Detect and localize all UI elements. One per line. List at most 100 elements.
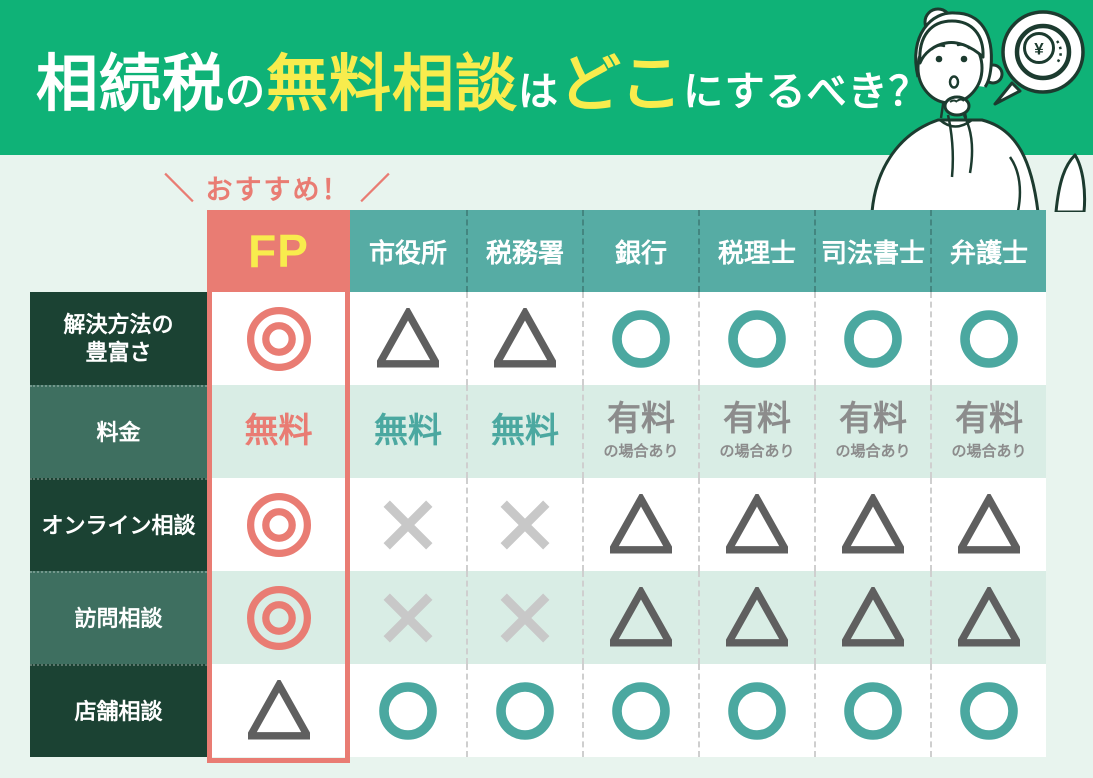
table-cell: 有料 の場合あり — [814, 385, 930, 478]
left-eye — [935, 55, 943, 63]
eyebrows — [930, 43, 971, 51]
title-segment: 相続税 — [36, 49, 226, 119]
circle-mark — [843, 681, 903, 741]
table-corner-spacer — [30, 210, 207, 292]
column-header-3: 税務署 — [466, 210, 582, 292]
table-cell — [814, 571, 930, 664]
title-segment: にするべき？ — [683, 69, 930, 114]
row-label-3: オンライン相談 — [30, 478, 207, 571]
page-title: 相続税の無料相談はどこにするべき？ — [0, 33, 930, 123]
circle-mark — [959, 681, 1019, 741]
triangle-mark — [377, 307, 439, 370]
triangle-mark — [726, 493, 788, 556]
column-header-6: 司法書士 — [814, 210, 930, 292]
triangle-mark — [494, 307, 556, 370]
table-cell — [582, 571, 698, 664]
cell-text: 有料 — [723, 399, 791, 438]
circle-mark — [611, 681, 671, 741]
svg-text:¥: ¥ — [1034, 40, 1044, 59]
circle-mark — [378, 681, 438, 741]
recommended-label: おすすめ！ — [205, 175, 351, 205]
column-header-2: 市役所 — [350, 210, 466, 292]
cell-subtext: の場合あり — [603, 443, 679, 461]
table-cell — [466, 664, 582, 757]
column-header-5: 税理士 — [698, 210, 814, 292]
table-cell — [350, 664, 466, 757]
hand — [943, 95, 971, 117]
recommended-slash-left: ＼ — [163, 173, 196, 206]
table-cell — [698, 571, 814, 664]
column-header-4: 銀行 — [582, 210, 698, 292]
speech-bubble: ¥ — [993, 10, 1085, 106]
double-circle-mark — [246, 492, 312, 558]
title-segment: どこ — [559, 49, 684, 119]
table-cell — [350, 571, 466, 664]
table-cell — [207, 292, 350, 385]
column-header-7: 弁護士 — [930, 210, 1046, 292]
triangle-mark — [610, 586, 672, 649]
table-cell — [698, 478, 814, 571]
cross-mark — [380, 590, 436, 646]
header-banner: 相続税の無料相談はどこにするべき？ — [0, 0, 1093, 155]
table-cell — [207, 571, 350, 664]
table-cell: 無料 — [207, 385, 350, 478]
table-cell: 無料 — [466, 385, 582, 478]
table-cell — [582, 664, 698, 757]
table-cell — [698, 292, 814, 385]
table-cell — [466, 292, 582, 385]
cross-mark — [380, 497, 436, 553]
table-cell — [930, 571, 1046, 664]
cell-text: 有料 — [607, 399, 675, 438]
right-eye — [960, 55, 968, 63]
table-cell — [582, 292, 698, 385]
table-cell: 有料 の場合あり — [582, 385, 698, 478]
circle-mark — [611, 309, 671, 369]
table-cell — [698, 664, 814, 757]
title-segment: は — [518, 69, 560, 114]
table-cell: 無料 — [350, 385, 466, 478]
thinking-person-illustration: ¥ — [870, 7, 1087, 212]
table-cell — [930, 664, 1046, 757]
triangle-mark — [958, 493, 1020, 556]
cell-text: 有料 — [955, 399, 1023, 438]
table-cell — [930, 478, 1046, 571]
triangle-mark — [247, 679, 310, 742]
title-segment: の — [225, 69, 267, 114]
yen-coin-icon: ¥ — [1014, 23, 1072, 81]
cell-text: 無料 — [491, 411, 559, 450]
table-cell — [814, 478, 930, 571]
double-circle-mark — [246, 306, 312, 372]
mouth — [948, 75, 960, 89]
cell-text: 無料 — [244, 411, 313, 450]
column-header-1: FP — [207, 210, 350, 292]
circle-mark — [495, 681, 555, 741]
triangle-mark — [842, 493, 904, 556]
circle-mark — [727, 681, 787, 741]
double-circle-mark — [246, 585, 312, 651]
row-label-4: 訪問相談 — [30, 571, 207, 664]
triangle-mark — [726, 586, 788, 649]
cell-subtext: の場合あり — [835, 443, 911, 461]
table-cell — [207, 478, 350, 571]
comparison-table: FP 市役所 税務署 銀行 税理士 司法書士 弁護士 解決方法の 豊富さ 料金 無料 無料 無料 有料の… — [30, 210, 1046, 763]
triangle-mark — [842, 586, 904, 649]
table-cell — [466, 571, 582, 664]
cell-subtext: の場合あり — [951, 443, 1027, 461]
cross-mark — [497, 497, 553, 553]
triangle-mark — [610, 493, 672, 556]
table-cell — [814, 292, 930, 385]
row-label-1: 解決方法の 豊富さ — [30, 292, 207, 385]
recommended-slash-right: ／ — [360, 173, 393, 206]
cell-subtext: の場合あり — [719, 443, 795, 461]
table-cell — [930, 292, 1046, 385]
table-cell: 有料 の場合あり — [930, 385, 1046, 478]
woman-figure — [870, 7, 1087, 212]
table-cell: 有料 の場合あり — [698, 385, 814, 478]
cross-mark — [497, 590, 553, 646]
table-cell — [814, 664, 930, 757]
table-cell — [350, 292, 466, 385]
circle-mark — [727, 309, 787, 369]
title-segment: 無料相談 — [266, 49, 519, 119]
recommended-badge: ＼ おすすめ！ ／ — [163, 164, 393, 206]
